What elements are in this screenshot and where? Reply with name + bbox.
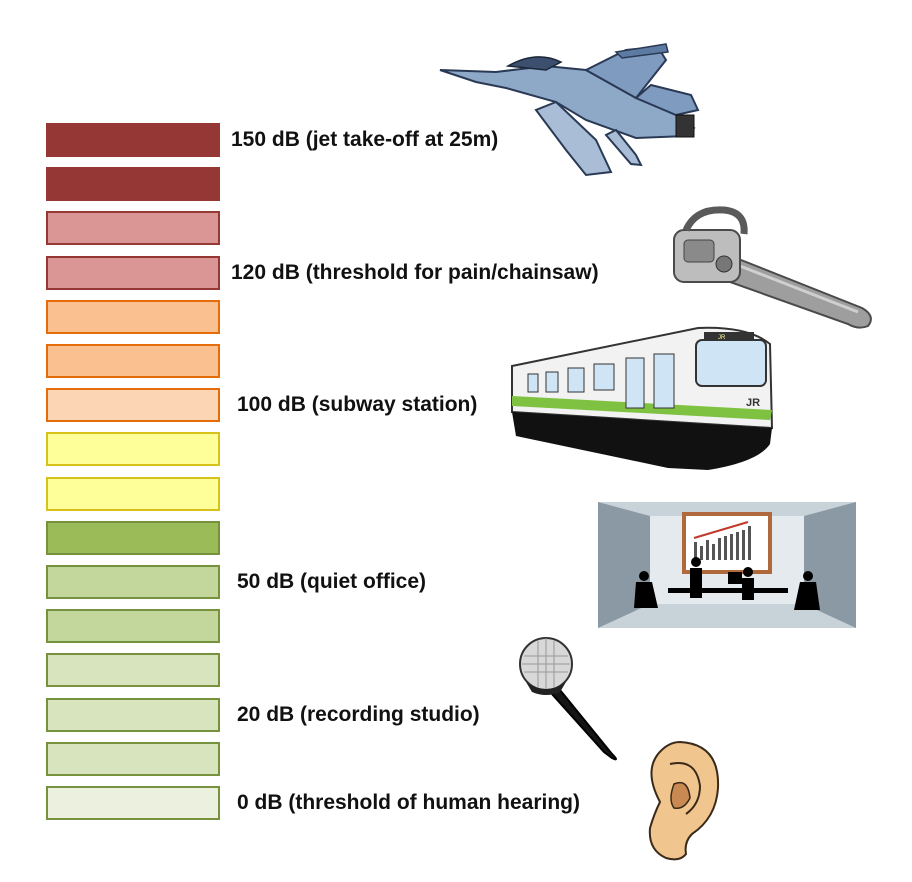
decibel-bar	[46, 565, 220, 599]
decibel-bar	[46, 388, 220, 423]
decibel-bar	[46, 697, 220, 732]
chainsaw-icon	[673, 206, 872, 329]
decibel-label: 0 dB (threshold of human hearing)	[237, 791, 581, 814]
train-sign: JR	[746, 397, 760, 409]
decibel-bar	[46, 432, 220, 467]
decibel-label: 120 dB (threshold for pain/chainsaw)	[231, 260, 599, 284]
decibel-bar	[46, 476, 220, 511]
ear-icon	[648, 740, 720, 861]
decibel-bar	[46, 609, 220, 644]
decibel-label: 100 dB (subway station)	[237, 393, 478, 417]
decibel-bar	[46, 123, 220, 157]
decibel-bar	[46, 299, 220, 334]
subway-train-icon: JR JR	[511, 326, 774, 470]
decibel-bar	[46, 786, 220, 820]
decibel-label: 50 dB (quiet office)	[237, 570, 427, 593]
decibel-bar	[46, 167, 220, 202]
decibel-bar	[46, 344, 220, 378]
decibel-bar	[46, 741, 220, 776]
fighter-jet-icon	[439, 43, 700, 177]
decibel-label: 20 dB (recording studio)	[237, 702, 480, 726]
decibel-bar	[46, 653, 220, 688]
decibel-bar	[46, 255, 220, 290]
decibel-bar	[46, 211, 220, 246]
svg-text:JR: JR	[718, 335, 726, 341]
office-meeting-icon	[598, 502, 856, 628]
decibel-label: 150 dB (jet take-off at 25m)	[231, 128, 499, 151]
decibel-bar	[46, 520, 220, 555]
microphone-icon	[519, 637, 617, 761]
